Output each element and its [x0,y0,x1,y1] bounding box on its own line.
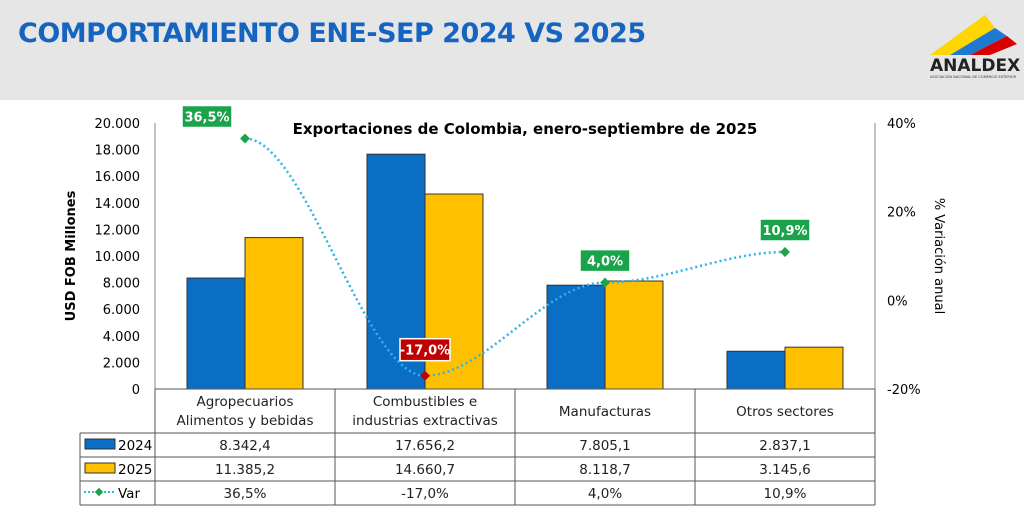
variation-label-box [579,248,631,273]
variation-point [420,370,430,381]
y-tick-label: 0 [132,383,140,398]
variation-label-box [399,337,451,362]
y-tick-label: 18.000 [95,144,141,159]
y-tick-label: 20.000 [95,117,141,132]
variation-data-label: 10,9% [762,224,807,239]
table-cell: 17.656,2 [395,438,455,454]
table-cell: 11.385,2 [215,462,275,478]
y-tick-label: 8.000 [103,277,140,292]
category-label: Agropecuarios [196,394,293,410]
logo-subtitle: ASOCIACIÓN NACIONAL DE COMERCIO EXTERIOR [930,75,1016,79]
table-cell: 10,9% [764,486,807,502]
y2-tick-label: 20% [887,206,916,221]
legend-label-2025: 2025 [118,462,152,478]
y2-tick-label: -20% [887,383,921,398]
variation-line [244,137,786,377]
y-tick-label: 16.000 [95,170,141,185]
y2-tick-label: 0% [887,294,908,309]
y2-axis-label: % Variación anual [931,198,946,314]
variation-data-label: 4,0% [587,255,623,270]
table-cell: 8.342,4 [219,438,271,454]
category-label: Otros sectores [736,404,834,420]
category-label: Alimentos y bebidas [177,413,314,429]
bar-2025 [604,280,664,390]
table-cell: 7.805,1 [579,438,631,454]
variation-label-box [759,218,811,242]
variation-label-box [181,104,233,129]
table-cell: 2.837,1 [759,438,811,454]
table-cell: 4,0% [588,486,622,502]
legend-label-2024: 2024 [118,438,152,454]
y-tick-label: 4.000 [103,330,140,345]
bar-2024 [726,350,786,390]
bar-2024 [546,284,606,390]
bar-2025 [784,346,844,390]
y-tick-label: 2.000 [103,356,140,371]
category-label: Combustibles e [373,394,477,410]
legend-swatch-2025 [84,462,116,474]
y-tick-label: 6.000 [103,303,140,318]
y2-tick-label: 40% [887,117,916,132]
bar-2025 [244,237,304,390]
chart-title: Exportaciones de Colombia, enero-septiem… [293,120,758,138]
logo-name: ANALDEX [930,56,1021,76]
y-tick-label: 14.000 [95,197,141,212]
legend-swatch-2024 [84,438,116,450]
variation-data-label: -17,0% [400,344,451,359]
table-cell: 14.660,7 [395,462,455,478]
analdex-logo [930,15,1017,55]
bar-2024 [186,277,246,390]
table-cell: -17,0% [401,486,449,502]
y-tick-label: 10.000 [95,250,141,265]
category-label: Manufacturas [559,404,651,420]
variation-point [780,247,790,257]
y-axis-label: USD FOB Millones [64,190,79,321]
header-banner: COMPORTAMIENTO ENE-SEP 2024 VS 2025 [0,0,1024,100]
legend-label-Var: Var [118,486,140,502]
variation-point [240,133,250,144]
y-tick-label: 12.000 [95,223,141,238]
variation-data-label: 36,5% [184,111,229,126]
page-title: COMPORTAMIENTO ENE-SEP 2024 VS 2025 [18,18,646,49]
legend-marker-var [94,487,104,497]
table-cell: 36,5% [224,486,267,502]
table-cell: 3.145,6 [759,462,811,478]
category-label: industrias extractivas [352,413,498,429]
table-cell: 8.118,7 [579,462,631,478]
variation-point [600,277,610,288]
